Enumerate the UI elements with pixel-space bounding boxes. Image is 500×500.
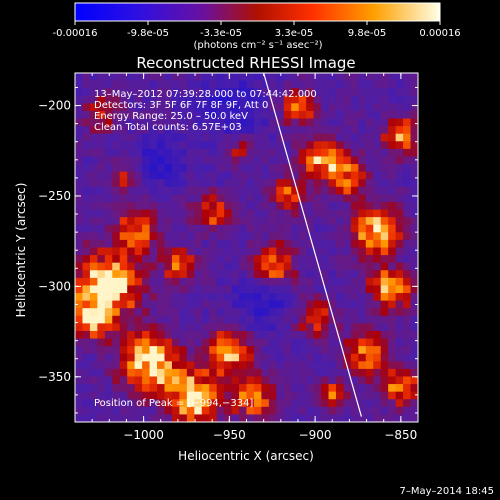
y-tick-label: −300 (38, 279, 71, 293)
y-tick-label: −350 (38, 370, 71, 384)
colorbar (74, 2, 441, 22)
x-tick-label: −950 (213, 428, 246, 442)
colorbar-tick-label: -3.3e-05 (200, 28, 242, 39)
info-clean-counts: Clean Total counts: 6.57E+03 (94, 122, 242, 133)
info-detectors: Detectors: 3F 5F 6F 7F 8F 9F, Att 0 (94, 100, 268, 111)
colorbar-tick-label: 3.3e-05 (275, 28, 313, 39)
colorbar-tick-label: 9.8e-05 (348, 28, 386, 39)
x-tick-label: −1000 (123, 428, 164, 442)
chart-title: Reconstructed RHESSI Image (136, 54, 355, 72)
info-time-range: 13–May–2012 07:39:28.000 to 07:44:42.000 (94, 89, 317, 100)
info-energy-range: Energy Range: 25.0 – 50.0 keV (94, 111, 248, 122)
x-tick-label: −850 (384, 428, 417, 442)
x-tick-label: −900 (299, 428, 332, 442)
solar-limb-line (263, 73, 362, 417)
colorbar-ticks: -0.00016 -9.8e-05 -3.3e-05 3.3e-05 9.8e-05 0.… (53, 21, 461, 39)
colorbar-tick-label: 0.00016 (419, 28, 460, 39)
footer-date: 7–May–2014 18:45 (400, 486, 494, 497)
y-tick-label: −200 (38, 99, 71, 113)
x-axis-ticks: −1000 −950 −900 −850 (74, 73, 419, 442)
y-axis-label: Heliocentric Y (arcsec) (14, 183, 28, 318)
y-axis-ticks: −200 −250 −300 −350 (38, 86, 418, 414)
heatmap-cells (75, 73, 418, 422)
peak-position-label: Position of Peak = [−994,−334] (94, 398, 253, 409)
colorbar-tick-label: -9.8e-05 (127, 28, 169, 39)
colorbar-tick-label: -0.00016 (53, 28, 98, 39)
colorbar-unit-label: (photons cm⁻² s⁻¹ asec⁻²) (193, 40, 322, 51)
y-tick-label: −250 (38, 189, 71, 203)
x-axis-label: Heliocentric X (arcsec) (178, 449, 314, 463)
